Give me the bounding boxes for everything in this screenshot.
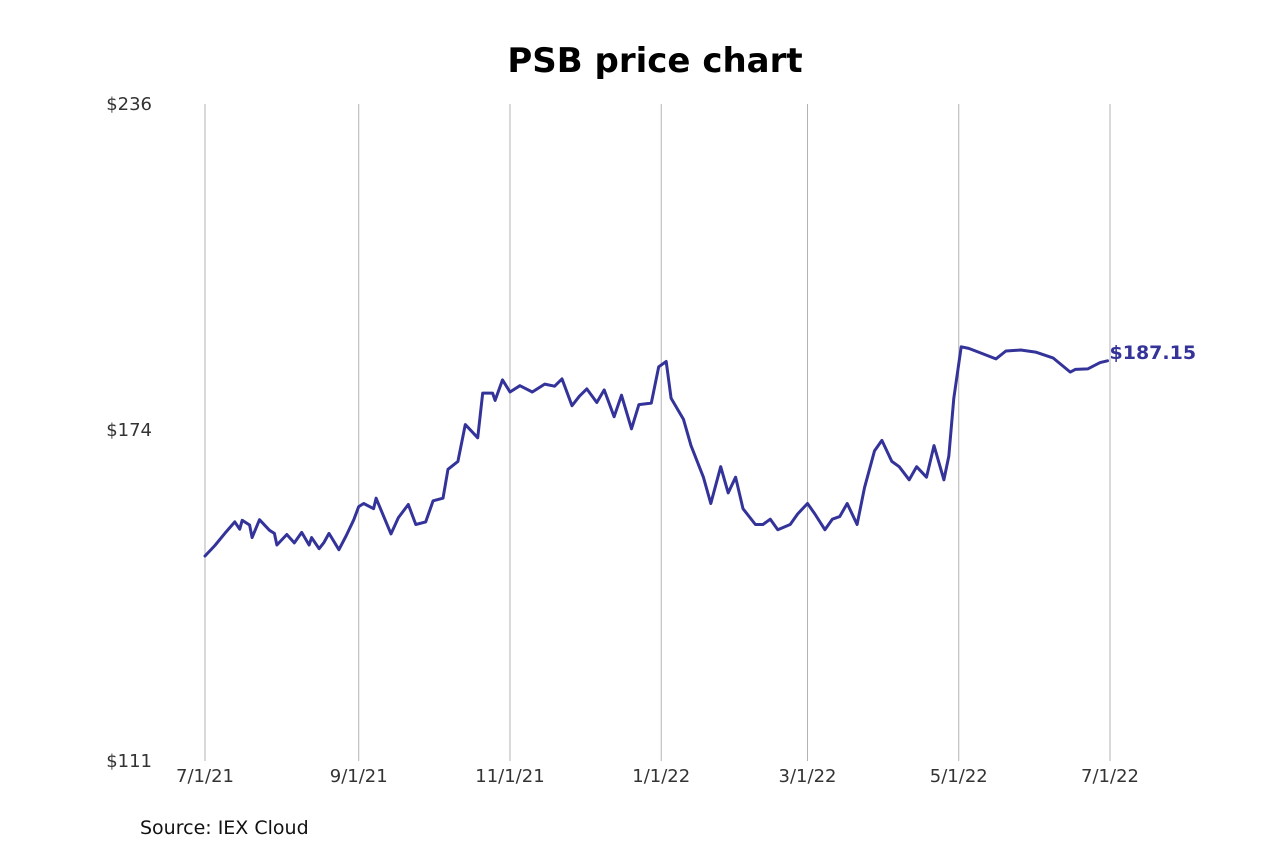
y-tick-label: $111 xyxy=(106,751,152,772)
x-axis-ticks: 7/1/21 9/1/21 11/1/21 1/1/22 3/1/22 5/1/22 7/1… xyxy=(176,766,1139,787)
last-price-label: $187.15 xyxy=(1110,342,1197,364)
x-tick-label: 7/1/22 xyxy=(1081,766,1139,787)
x-tick-label: 1/1/22 xyxy=(632,766,690,787)
x-tick-label: 5/1/22 xyxy=(930,766,988,787)
vertical-grid xyxy=(204,104,1111,761)
y-tick-label: $174 xyxy=(106,420,152,441)
price-line-series xyxy=(203,345,1109,558)
y-tick-label: $236 xyxy=(106,94,152,115)
y-axis-ticks: $236 $174 $111 xyxy=(106,94,152,772)
x-tick-label: 3/1/22 xyxy=(779,766,837,787)
x-tick-label: 9/1/21 xyxy=(330,766,388,787)
x-tick-label: 7/1/21 xyxy=(176,766,234,787)
source-note: Source: IEX Cloud xyxy=(140,817,309,839)
chart-title: PSB price chart xyxy=(507,41,802,81)
x-tick-label: 11/1/21 xyxy=(475,766,544,787)
